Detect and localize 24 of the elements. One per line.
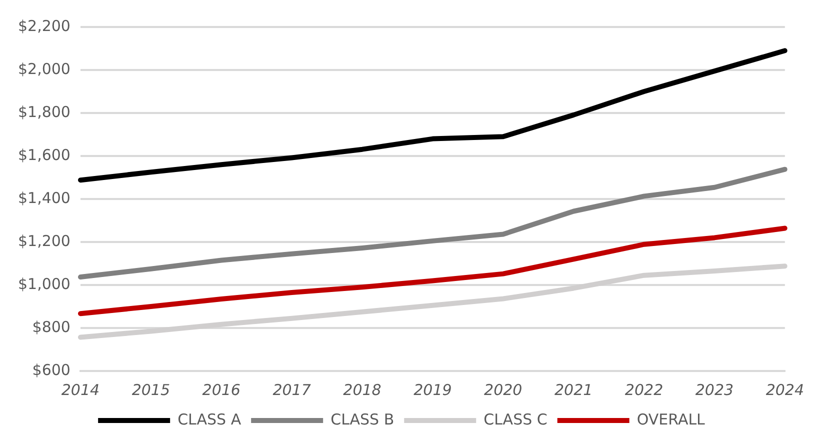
x-tick-label: 2019 (414, 380, 452, 399)
x-tick-label: 2020 (484, 380, 522, 399)
legend-label: CLASS C (484, 410, 548, 428)
legend-label: CLASS B (330, 410, 394, 428)
legend-label: CLASS A (178, 410, 242, 428)
x-tick-label: 2022 (624, 380, 664, 399)
x-tick-label: 2024 (766, 380, 804, 399)
x-tick-label: 2023 (695, 380, 734, 399)
y-tick-label: $1,400 (18, 188, 70, 207)
x-tick-label: 2017 (272, 380, 312, 399)
y-tick-label: $600 (32, 360, 70, 379)
x-tick-label: 2021 (554, 380, 593, 399)
x-tick-label: 2015 (132, 380, 170, 399)
y-tick-label: $2,200 (18, 16, 70, 35)
y-tick-label: $2,000 (18, 60, 70, 78)
y-tick-label: $1,600 (18, 146, 70, 164)
y-tick-label: $1,200 (18, 232, 70, 250)
y-tick-label: $1,800 (18, 102, 70, 121)
y-tick-label: $1,000 (18, 274, 70, 293)
x-tick-label: 2018 (343, 380, 382, 399)
x-tick-label: 2014 (61, 380, 100, 399)
y-tick-label: $800 (32, 318, 70, 336)
x-tick-label: 2016 (202, 380, 240, 399)
legend-label: OVERALL (636, 410, 706, 428)
